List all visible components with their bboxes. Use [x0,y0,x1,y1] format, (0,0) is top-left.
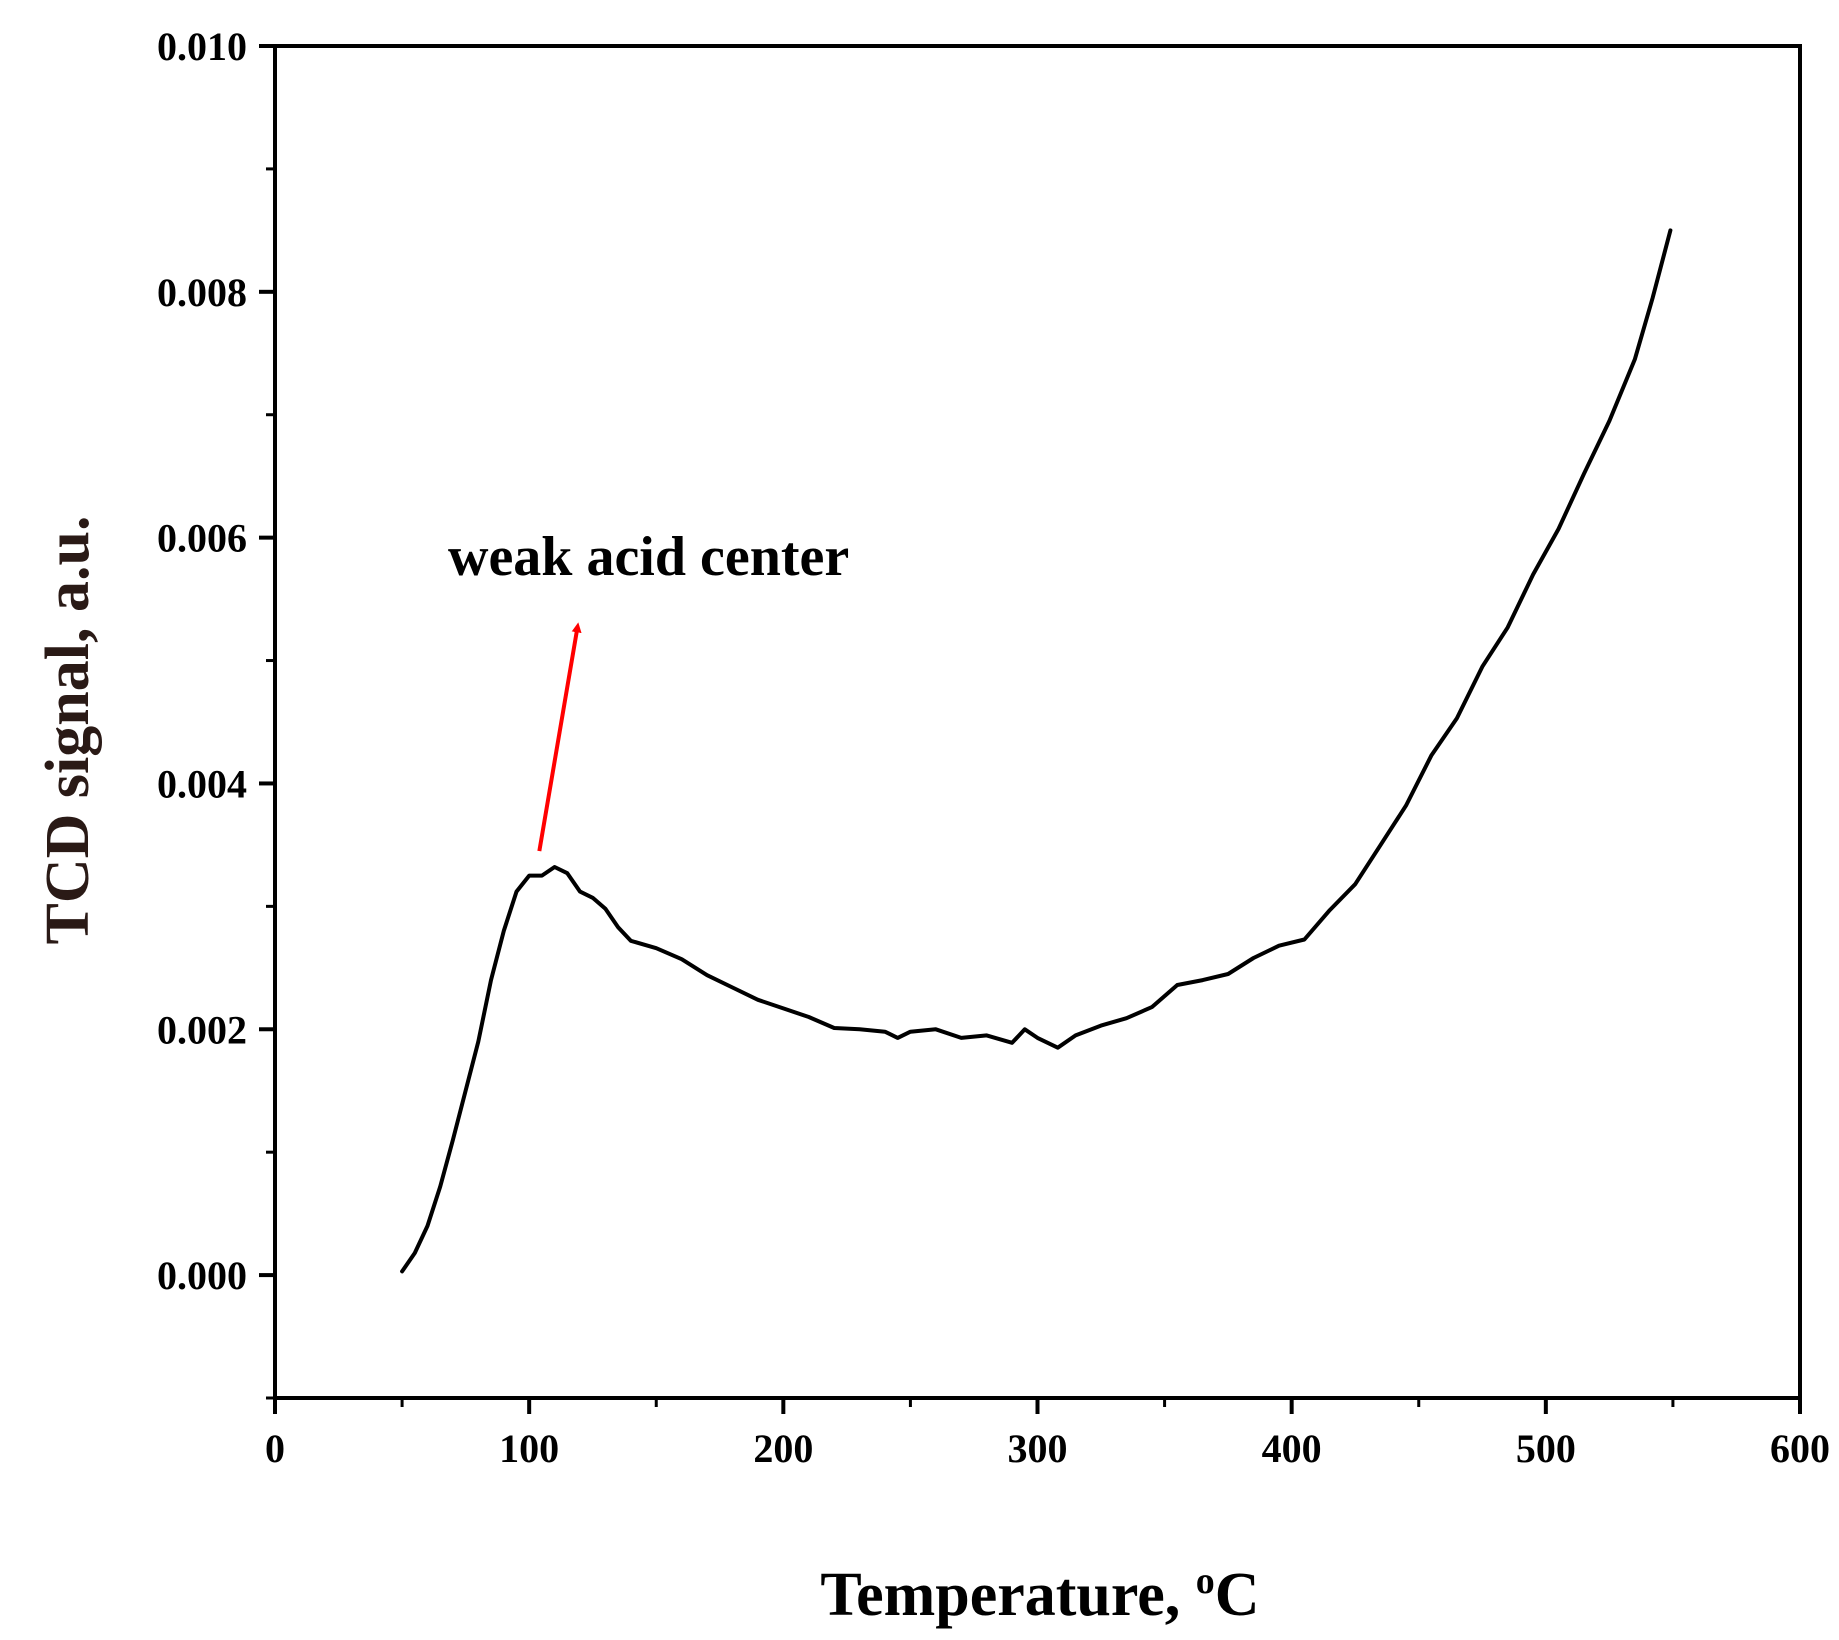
x-tick-label: 200 [753,1426,813,1471]
y-tick-label: 0.010 [157,24,247,69]
plot-frame [273,44,1802,1400]
x-tick-label: 500 [1516,1426,1576,1471]
x-tick-label: 100 [499,1426,559,1471]
y-tick-label: 0.000 [157,1253,247,1298]
x-tick-label: 0 [265,1426,285,1471]
x-axis-title: Temperature, oC [820,1560,1259,1629]
x-tick-label: 400 [1262,1426,1322,1471]
y-axis-title: TCD signal, a.u. [34,516,102,945]
x-tick-labels: 0 100 200 300 400 500 600 [265,1426,1830,1471]
annotation-arrow [537,622,582,852]
annotation-weak-acid-center: weak acid center [448,526,849,588]
x-tick-label: 300 [1008,1426,1068,1471]
y-tick-label: 0.002 [157,1007,247,1052]
x-tick-label: 600 [1770,1426,1830,1471]
y-tick-label: 0.006 [157,516,247,561]
tcd-signal-line [400,228,1673,1274]
major-ticks [259,44,1802,1414]
minor-ticks [266,167,1675,1407]
plot-border [273,44,1802,1400]
y-tick-labels: 0.000 0.002 0.004 0.006 0.008 0.010 [157,24,247,1298]
y-tick-label: 0.008 [157,270,247,315]
y-tick-label: 0.004 [157,761,247,806]
